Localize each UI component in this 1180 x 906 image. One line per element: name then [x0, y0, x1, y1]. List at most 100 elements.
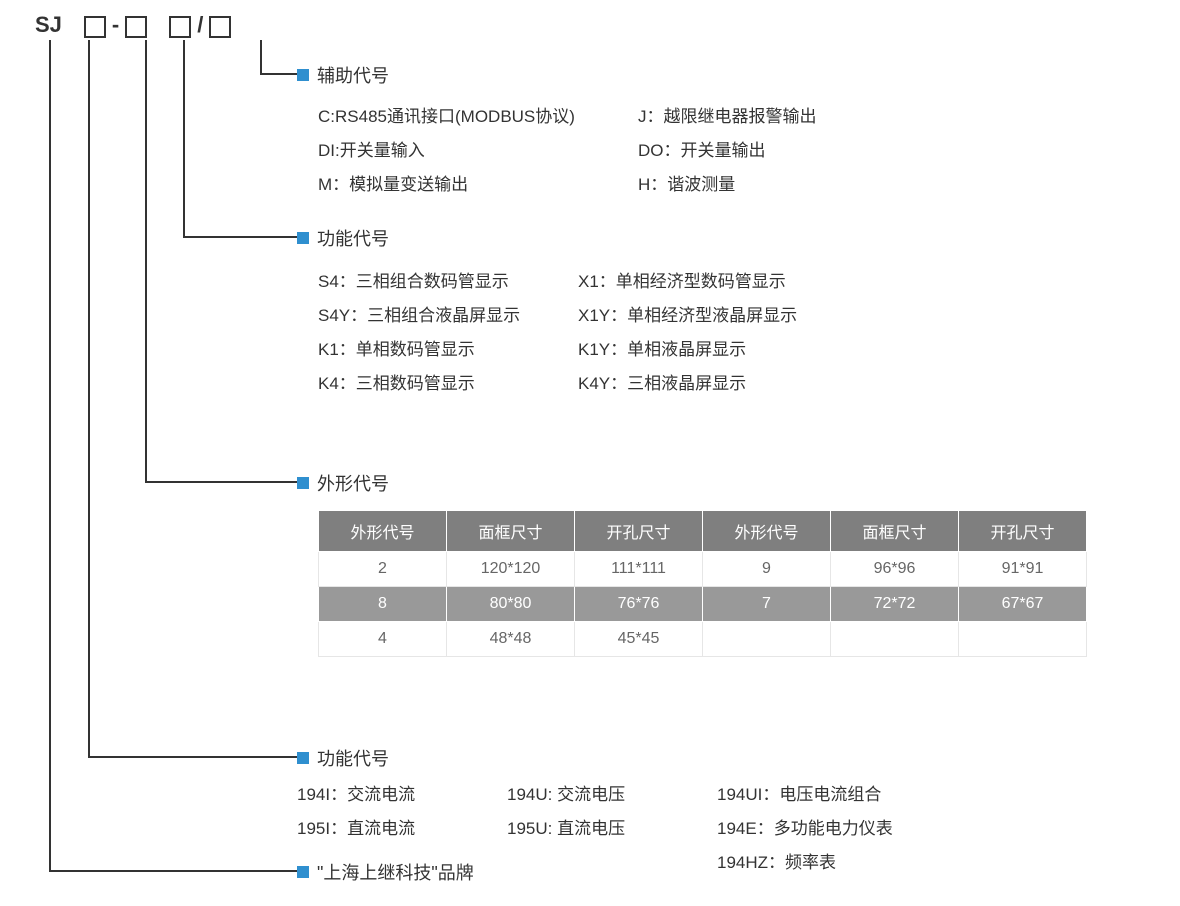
table-cell: 111*111: [575, 552, 703, 587]
table-row: 880*8076*76772*7267*67: [319, 587, 1087, 622]
separator: ：: [647, 107, 664, 126]
code-item: K4：三相数码管显示: [318, 367, 578, 401]
code-key: 194UI: [717, 785, 762, 804]
separator: ：: [330, 785, 347, 804]
table-cell: 45*45: [575, 622, 703, 657]
table-header-cell: 开孔尺寸: [575, 511, 703, 552]
code-value: 直流电流: [347, 819, 415, 838]
code-item: 194U: 交流电压: [507, 778, 717, 812]
code-item: 194I：交流电流: [297, 778, 507, 812]
code-value: 多功能电力仪表: [774, 819, 893, 838]
code-key: J: [638, 107, 647, 126]
code-key: M: [318, 175, 332, 194]
code-item: 194UI：电压电流组合: [717, 778, 977, 812]
code-key: S4: [318, 272, 339, 291]
separator: ：: [350, 306, 367, 325]
connector-vline: [183, 40, 185, 236]
code-item: [507, 846, 717, 880]
section-title-func2: 功能代号: [297, 745, 389, 771]
table-row: 2120*120111*111996*9691*91: [319, 552, 1087, 587]
code-item: H：谐波测量: [638, 168, 958, 202]
section-title-text: "上海上继科技"品牌: [317, 863, 474, 883]
connector-vline: [88, 40, 90, 756]
code-key: DI: [318, 141, 335, 160]
code-value: 谐波测量: [667, 175, 735, 194]
table-cell: 9: [703, 552, 831, 587]
square-marker-icon: [297, 866, 309, 878]
table-header-cell: 面框尺寸: [831, 511, 959, 552]
table-cell: 72*72: [831, 587, 959, 622]
connector-hline: [88, 756, 297, 758]
code-value: 交流电流: [347, 785, 415, 804]
code-key: K4: [318, 374, 339, 393]
connector-hline: [260, 73, 297, 75]
code-key: C: [318, 107, 330, 126]
separator: :: [548, 819, 557, 838]
table-cell: 7: [703, 587, 831, 622]
code-item: S4Y：三相组合液晶屏显示: [318, 299, 578, 333]
code-item: DO：开关量输出: [638, 134, 958, 168]
section-title-text: 功能代号: [317, 229, 389, 249]
table-cell: 2: [319, 552, 447, 587]
table-header-cell: 外形代号: [319, 511, 447, 552]
code-item: 194E：多功能电力仪表: [717, 812, 977, 846]
section-title-text: 外形代号: [317, 474, 389, 494]
table-cell: 4: [319, 622, 447, 657]
code-item: K1Y：单相液晶屏显示: [578, 333, 838, 367]
section-title-text: 辅助代号: [317, 66, 389, 86]
code-key: 194E: [717, 819, 757, 838]
table-header-cell: 面框尺寸: [447, 511, 575, 552]
square-marker-icon: [297, 752, 309, 764]
section-title-shape: 外形代号: [297, 470, 389, 496]
placeholder-box: [169, 16, 191, 38]
table-row: 448*4845*45: [319, 622, 1087, 657]
separator: ：: [339, 340, 356, 359]
code-item: K4Y：三相液晶屏显示: [578, 367, 838, 401]
func1-code-list: S4：三相组合数码管显示X1：单相经济型数码管显示S4Y：三相组合液晶屏显示X1…: [318, 265, 838, 401]
section-title-aux: 辅助代号: [297, 62, 389, 88]
separator: ：: [762, 785, 779, 804]
separator: ：: [757, 819, 774, 838]
table-cell: 96*96: [831, 552, 959, 587]
code-value: 开关量输出: [681, 141, 766, 160]
slash: /: [197, 12, 203, 38]
table-cell: 120*120: [447, 552, 575, 587]
code-item: DI:开关量输入: [318, 134, 638, 168]
table-cell: 67*67: [959, 587, 1087, 622]
code-key: 195I: [297, 819, 330, 838]
code-value: 单相经济型液晶屏显示: [627, 306, 797, 325]
connector-hline: [145, 481, 297, 483]
separator: ：: [610, 306, 627, 325]
separator: ：: [664, 141, 681, 160]
table-cell: [703, 622, 831, 657]
separator: :: [548, 785, 557, 804]
table-cell: 76*76: [575, 587, 703, 622]
code-key: S4Y: [318, 306, 350, 325]
section-title-text: 功能代号: [317, 749, 389, 769]
code-value: 频率表: [785, 853, 836, 872]
dash: -: [112, 12, 119, 38]
separator: ：: [650, 175, 667, 194]
placeholder-box: [125, 16, 147, 38]
table-cell: 8: [319, 587, 447, 622]
code-key: H: [638, 175, 650, 194]
code-value: 越限继电器报警输出: [664, 107, 817, 126]
code-key: X1Y: [578, 306, 610, 325]
code-item: 194HZ：频率表: [717, 846, 977, 880]
heading-prefix: SJ: [35, 12, 62, 38]
code-value: 三相液晶屏显示: [627, 374, 746, 393]
placeholder-box: [209, 16, 231, 38]
code-value: 三相数码管显示: [356, 374, 475, 393]
code-key: 195U: [507, 819, 548, 838]
aux-code-list: C:RS485通讯接口(MODBUS协议)J：越限继电器报警输出DI:开关量输入…: [318, 100, 958, 202]
code-item: C:RS485通讯接口(MODBUS协议): [318, 100, 638, 134]
table-cell: [831, 622, 959, 657]
code-value: 电压电流组合: [779, 785, 881, 804]
separator: ：: [339, 374, 356, 393]
connector-vline: [145, 40, 147, 481]
connector-vline: [260, 40, 262, 73]
table-header-cell: 外形代号: [703, 511, 831, 552]
code-value: 直流电压: [557, 819, 625, 838]
code-value: 单相数码管显示: [356, 340, 475, 359]
code-value: 三相组合液晶屏显示: [367, 306, 520, 325]
